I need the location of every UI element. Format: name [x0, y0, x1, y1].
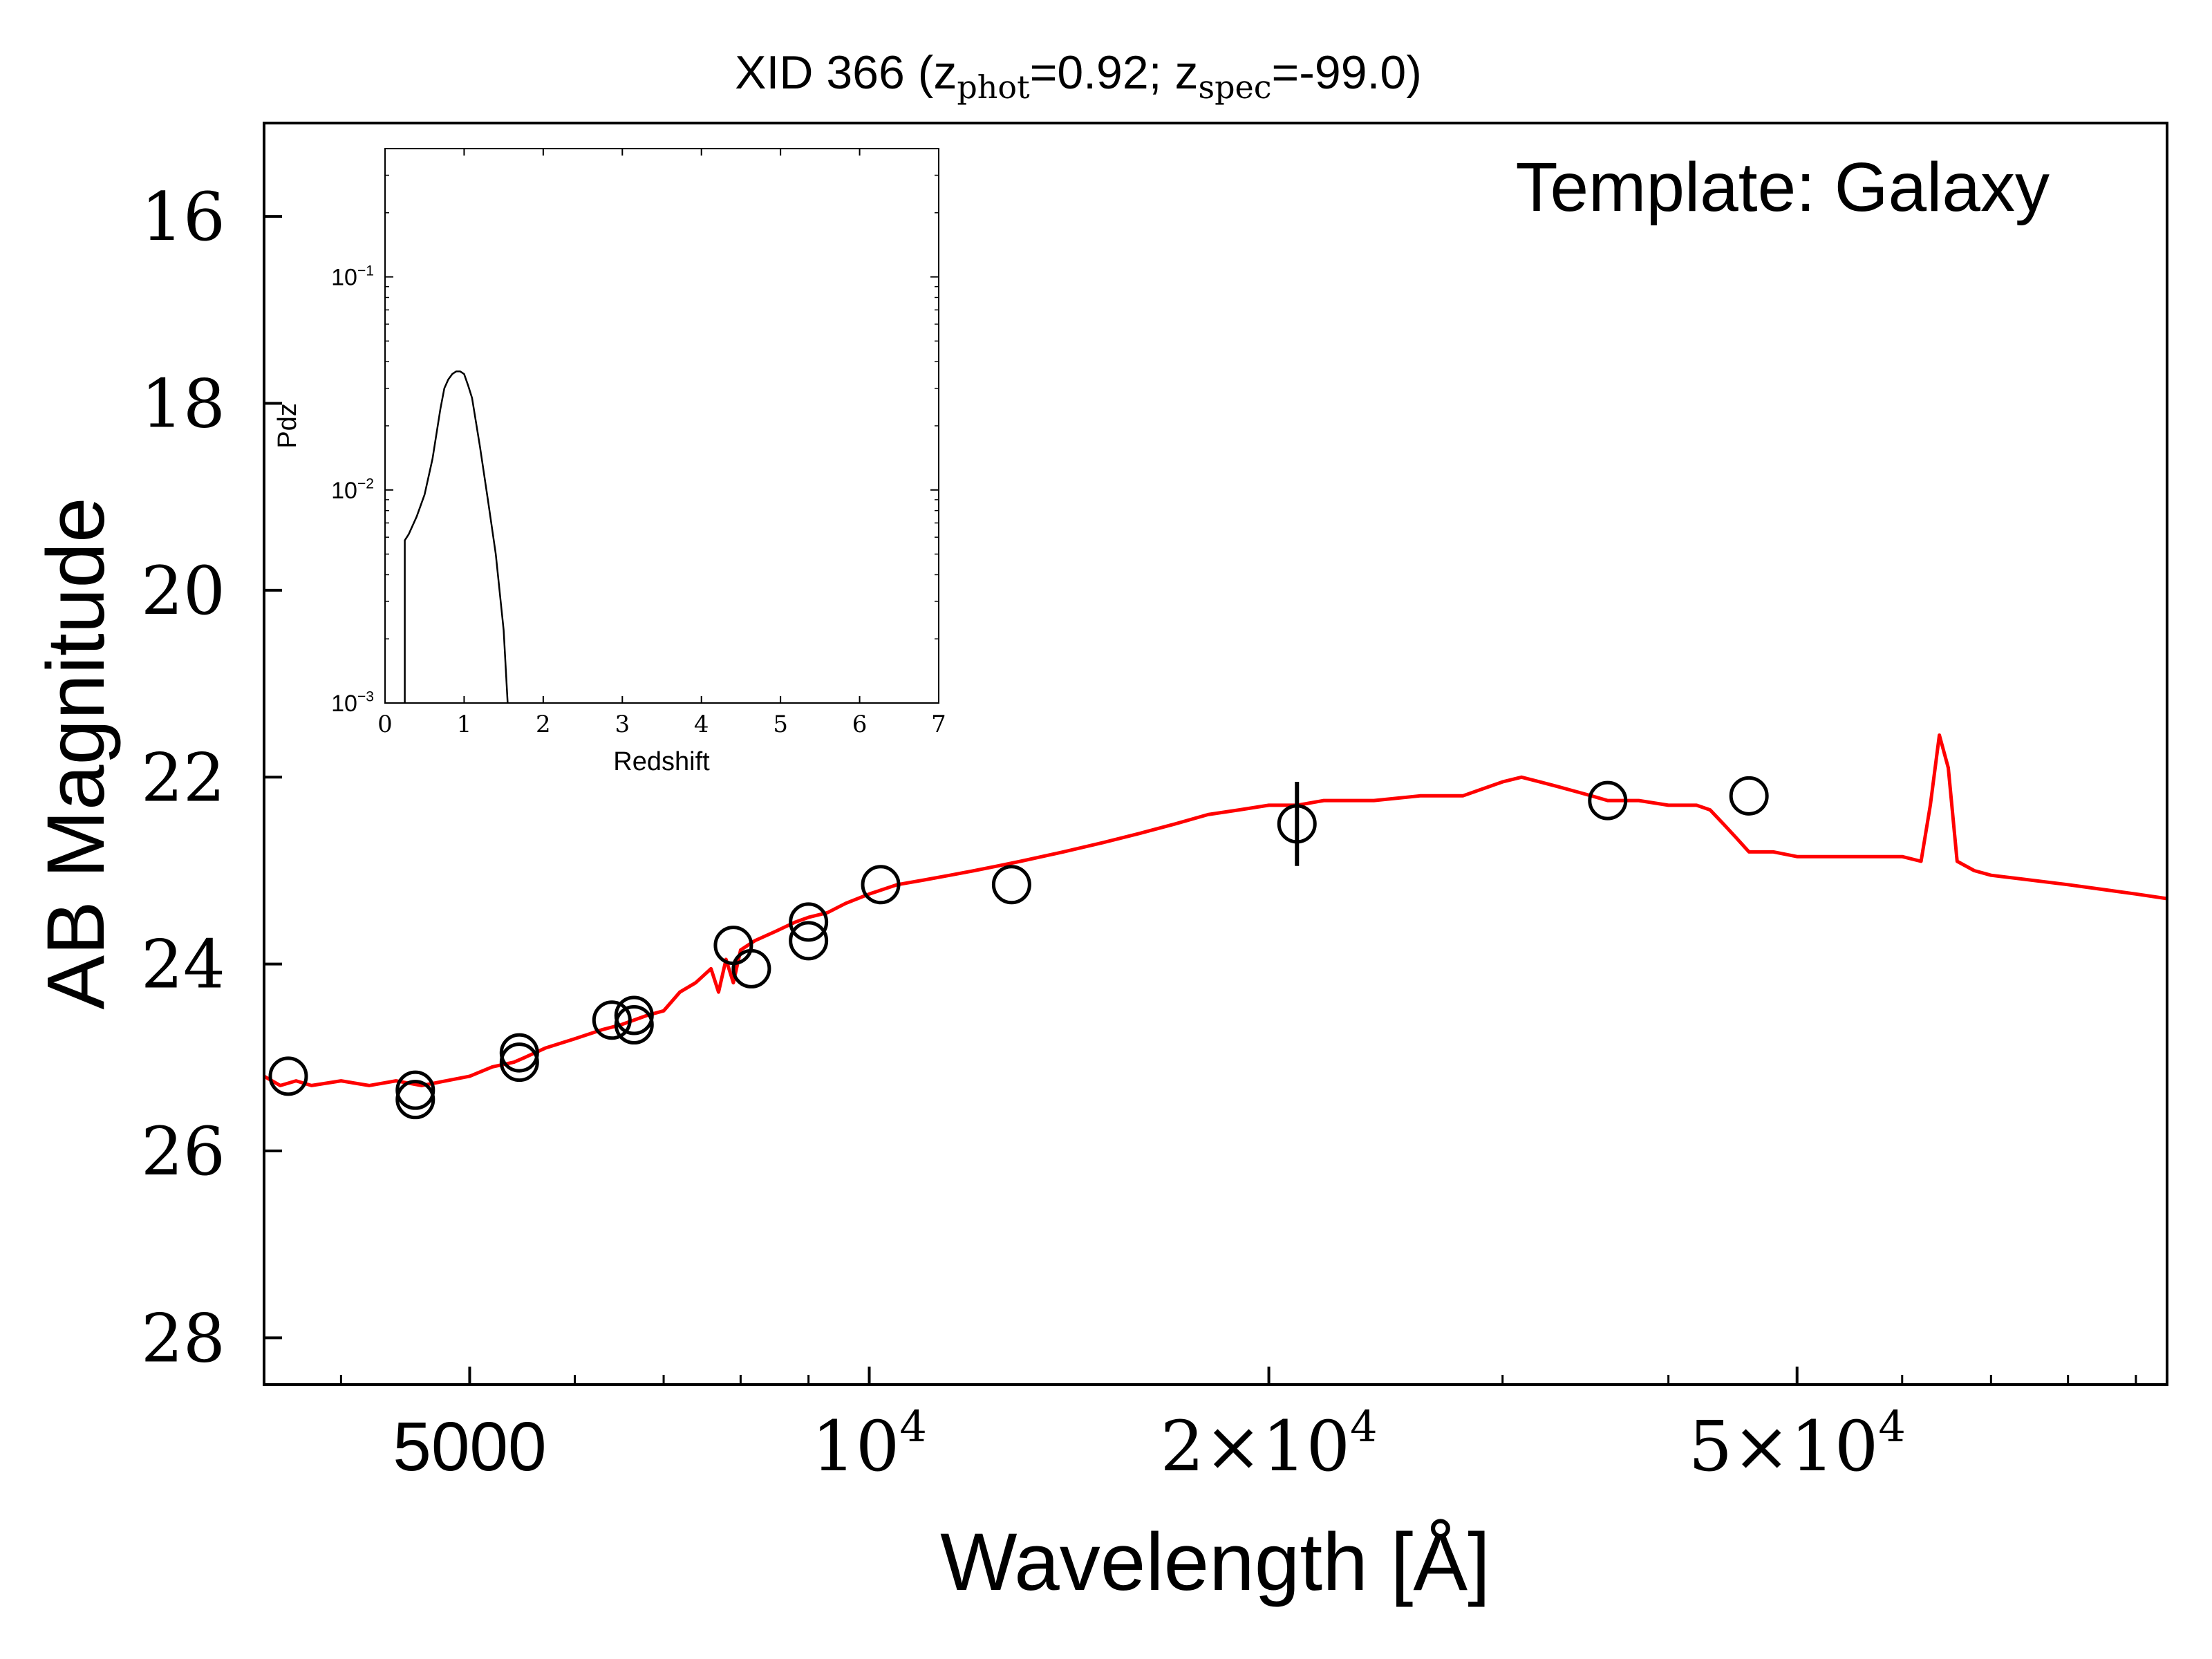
x-axis-label: Wavelength [Å] — [940, 1517, 1490, 1608]
photometry-point — [991, 865, 1031, 905]
photometry-point — [789, 921, 829, 961]
inset-x-tick-label: 1 — [457, 711, 472, 738]
photometry-point — [731, 948, 771, 988]
main-plot-area — [263, 733, 2168, 1120]
inset-background — [385, 149, 939, 703]
inset-x-tick-label: 5 — [773, 711, 788, 738]
pdz-curve — [404, 371, 509, 704]
inset-y-axis-label: Pdz — [273, 403, 302, 448]
main-plot-frame — [263, 122, 2168, 1386]
inset-y-tick-label: 10−3 — [331, 689, 374, 717]
photometry-point — [1277, 804, 1317, 844]
y-tick-label: 16 — [141, 178, 225, 256]
y-tick-label: 26 — [141, 1113, 225, 1190]
photometry-point — [395, 1070, 435, 1110]
x-tick-label: 104 — [812, 1401, 927, 1487]
photometry-point — [789, 902, 829, 942]
model-sed-line — [263, 733, 2168, 1087]
photometry-point — [592, 1000, 632, 1040]
inset-x-axis-label: Redshift — [613, 747, 710, 776]
chart-title: XID 366 (zphot=0.92; zspec=-99.0) — [735, 46, 1422, 106]
photometry-point — [614, 1005, 654, 1045]
inset-plot-area — [404, 371, 509, 704]
inset-y-tick-label: 10−1 — [331, 263, 374, 290]
inset-y-tick-label: 10−2 — [331, 476, 374, 504]
photometry-point — [1588, 780, 1628, 821]
photometry-point — [1729, 776, 1769, 816]
inset-x-tick-label: 3 — [615, 711, 630, 738]
pdz-inset: 0 1 2 3 4 5 6 7 10−3 10−2 10−1 Redshift Pdz — [273, 148, 946, 776]
template-annotation: Template: Galaxy — [1515, 149, 2050, 226]
x-tick-label: 2×104 — [1161, 1401, 1378, 1487]
photometry-point — [395, 1080, 435, 1120]
y-tick-label: 20 — [141, 552, 225, 630]
photometry-point — [268, 1056, 308, 1096]
y-tick-label: 24 — [141, 926, 225, 1004]
y-tick-label: 22 — [141, 739, 225, 816]
y-tick-label: 18 — [141, 366, 225, 443]
inset-x-tick-label: 0 — [377, 711, 393, 738]
photometry-point — [499, 1042, 539, 1082]
x-tick-label: 5000 — [393, 1408, 546, 1485]
y-tick-label: 28 — [141, 1300, 225, 1377]
inset-x-tick-label: 6 — [852, 711, 868, 738]
photometry-point — [499, 1033, 539, 1073]
inset-x-tick-label: 4 — [694, 711, 709, 738]
inset-x-tick-label: 2 — [536, 711, 551, 738]
y-axis-label: AB Magnitude — [30, 497, 122, 1009]
x-tick-label: 5×104 — [1689, 1401, 1906, 1487]
photometry-point — [861, 865, 901, 905]
photometry-point — [614, 995, 654, 1035]
inset-x-tick-label: 7 — [931, 711, 946, 738]
inset-frame — [384, 148, 939, 704]
